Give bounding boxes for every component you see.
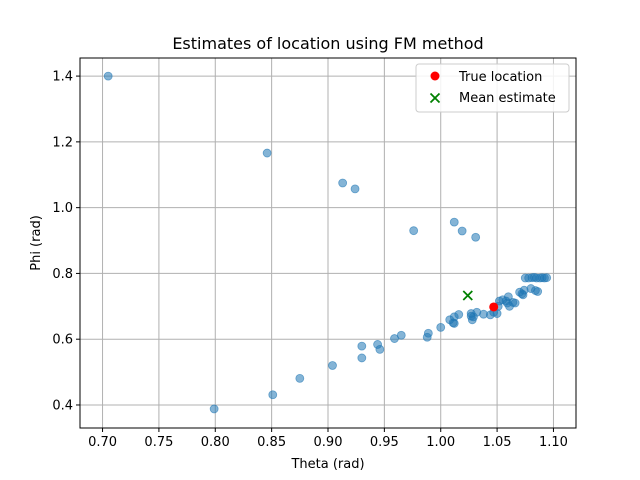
data-points [103,71,552,414]
estimate-point [262,148,272,158]
legend-true-location-marker [430,71,440,81]
estimate-point [328,361,337,370]
estimate-point [457,226,467,236]
legend: True location Mean estimate [415,63,570,113]
estimate-point [396,330,406,340]
estimate-point [350,184,360,194]
y-tick-label: 0.4 [52,398,73,413]
estimate-point [471,232,481,242]
grid-lines [80,58,576,428]
estimate-point [375,344,385,354]
y-tick-label: 1.4 [52,70,73,85]
estimate-point [295,373,305,383]
y-tick-label: 0.8 [52,267,73,282]
x-tick-label: 1.10 [539,435,568,450]
x-tick-label: 1.05 [483,435,512,450]
x-tick-label: 0.85 [257,435,286,450]
estimate-point [449,217,459,227]
chart-title: Estimates of location using FM method [172,34,483,53]
axis-ticks: 0.70 0.75 0.80 0.85 0.90 0.95 1.00 1.05 1.10 0.4 0… [52,70,568,450]
estimate-point [423,328,433,338]
x-axis-label: Theta (rad) [290,457,364,472]
estimate-point [533,287,543,296]
y-tick-label: 0.6 [52,333,73,348]
estimate-point [357,341,367,351]
legend-box [415,63,570,113]
y-tick-label: 1.0 [52,201,73,216]
x-tick-label: 0.90 [314,435,343,450]
mean-estimate-point [462,290,473,301]
estimate-point [436,322,446,332]
y-tick-label: 1.2 [52,135,73,150]
estimate-point [103,71,113,81]
true-location-point [489,302,499,312]
estimate-point [357,353,367,363]
estimate-point [542,273,552,283]
x-tick-label: 0.70 [88,435,117,450]
reference-markers [462,290,499,312]
estimate-point [409,226,419,236]
estimate-point [510,298,520,308]
x-tick-label: 0.95 [370,435,399,450]
estimate-point [209,404,219,414]
legend-mean-estimate-label: Mean estimate [459,91,556,106]
estimate-point [338,178,348,188]
y-axis-label: Phi (rad) [29,215,44,271]
legend-mean-estimate-marker [429,92,441,104]
x-tick-label: 0.75 [144,435,173,450]
x-tick-label: 0.80 [201,435,230,450]
x-tick-label: 1.00 [426,435,455,450]
legend-true-location-label: True location [458,70,542,85]
estimate-point [454,310,464,319]
estimate-point [268,390,278,400]
